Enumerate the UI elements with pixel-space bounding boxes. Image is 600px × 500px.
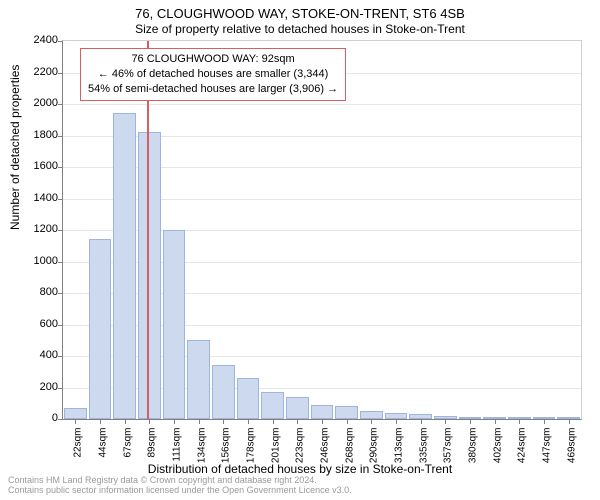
ytick-label: 800 <box>8 286 58 298</box>
xtick-label: 335sqm <box>418 428 429 488</box>
xtick-mark <box>445 419 446 424</box>
xtick-label: 22sqm <box>73 428 84 488</box>
xtick-mark <box>519 419 520 424</box>
xtick-label: 447sqm <box>542 428 553 488</box>
histogram-bar <box>212 365 235 419</box>
xtick-mark <box>470 419 471 424</box>
ytick-label: 1600 <box>8 160 58 172</box>
xtick-label: 402sqm <box>492 428 503 488</box>
xtick-mark <box>273 419 274 424</box>
xtick-label: 469sqm <box>566 428 577 488</box>
ytick-mark <box>58 419 63 420</box>
xtick-label: 67sqm <box>122 428 133 488</box>
histogram-bar <box>311 405 334 419</box>
xtick-mark <box>421 419 422 424</box>
ytick-mark <box>58 136 63 137</box>
page-title-line1: 76, CLOUGHWOOD WAY, STOKE-ON-TRENT, ST6 … <box>0 6 600 21</box>
histogram-bar <box>237 378 260 419</box>
histogram-bar <box>64 408 87 419</box>
ytick-mark <box>58 73 63 74</box>
ytick-label: 1800 <box>8 129 58 141</box>
ytick-mark <box>58 199 63 200</box>
ytick-mark <box>58 325 63 326</box>
ytick-mark <box>58 41 63 42</box>
xtick-mark <box>199 419 200 424</box>
xtick-label: 156sqm <box>221 428 232 488</box>
xtick-mark <box>322 419 323 424</box>
xtick-label: 134sqm <box>196 428 207 488</box>
xtick-mark <box>495 419 496 424</box>
histogram-bar <box>360 411 383 419</box>
y-axis-label: Number of detached properties <box>8 65 22 230</box>
xtick-label: 178sqm <box>246 428 257 488</box>
xtick-mark <box>248 419 249 424</box>
xtick-mark <box>347 419 348 424</box>
ytick-label: 2400 <box>8 34 58 46</box>
xtick-mark <box>125 419 126 424</box>
xtick-label: 268sqm <box>344 428 355 488</box>
ytick-mark <box>58 167 63 168</box>
xtick-label: 290sqm <box>369 428 380 488</box>
xtick-mark <box>569 419 570 424</box>
xtick-label: 357sqm <box>443 428 454 488</box>
xtick-mark <box>223 419 224 424</box>
annotation-line3: 54% of semi-detached houses are larger (… <box>88 82 338 97</box>
xtick-mark <box>544 419 545 424</box>
xtick-mark <box>75 419 76 424</box>
histogram-bar <box>286 397 309 419</box>
xtick-mark <box>174 419 175 424</box>
xtick-label: 89sqm <box>147 428 158 488</box>
ytick-label: 0 <box>8 412 58 424</box>
ytick-label: 1200 <box>8 223 58 235</box>
ytick-label: 600 <box>8 318 58 330</box>
histogram-bar <box>261 392 284 419</box>
xtick-label: 424sqm <box>517 428 528 488</box>
annotation-line2: ← 46% of detached houses are smaller (3,… <box>88 67 338 82</box>
xtick-label: 246sqm <box>320 428 331 488</box>
xtick-label: 201sqm <box>270 428 281 488</box>
annotation-line1: 76 CLOUGHWOOD WAY: 92sqm <box>88 52 338 67</box>
xtick-mark <box>100 419 101 424</box>
xtick-mark <box>371 419 372 424</box>
ytick-label: 1000 <box>8 255 58 267</box>
histogram-bar <box>89 239 112 419</box>
histogram-bar <box>113 113 136 419</box>
gridline <box>63 104 581 105</box>
histogram-bar <box>163 230 186 419</box>
histogram-bar <box>335 406 358 419</box>
page-title-line2: Size of property relative to detached ho… <box>0 22 600 36</box>
xtick-label: 111sqm <box>172 428 183 488</box>
ytick-label: 2000 <box>8 97 58 109</box>
ytick-label: 2200 <box>8 66 58 78</box>
ytick-mark <box>58 104 63 105</box>
ytick-mark <box>58 262 63 263</box>
ytick-mark <box>58 230 63 231</box>
xtick-label: 313sqm <box>394 428 405 488</box>
marker-annotation-box: 76 CLOUGHWOOD WAY: 92sqm ← 46% of detach… <box>80 48 346 101</box>
ytick-mark <box>58 293 63 294</box>
xtick-label: 223sqm <box>295 428 306 488</box>
ytick-label: 400 <box>8 349 58 361</box>
xtick-mark <box>149 419 150 424</box>
ytick-mark <box>58 388 63 389</box>
xtick-mark <box>396 419 397 424</box>
histogram-bar <box>187 340 210 419</box>
xtick-label: 380sqm <box>468 428 479 488</box>
ytick-label: 1400 <box>8 192 58 204</box>
credits-line2: Contains public sector information licen… <box>8 486 352 496</box>
ytick-mark <box>58 356 63 357</box>
ytick-label: 200 <box>8 381 58 393</box>
xtick-mark <box>297 419 298 424</box>
xtick-label: 44sqm <box>98 428 109 488</box>
